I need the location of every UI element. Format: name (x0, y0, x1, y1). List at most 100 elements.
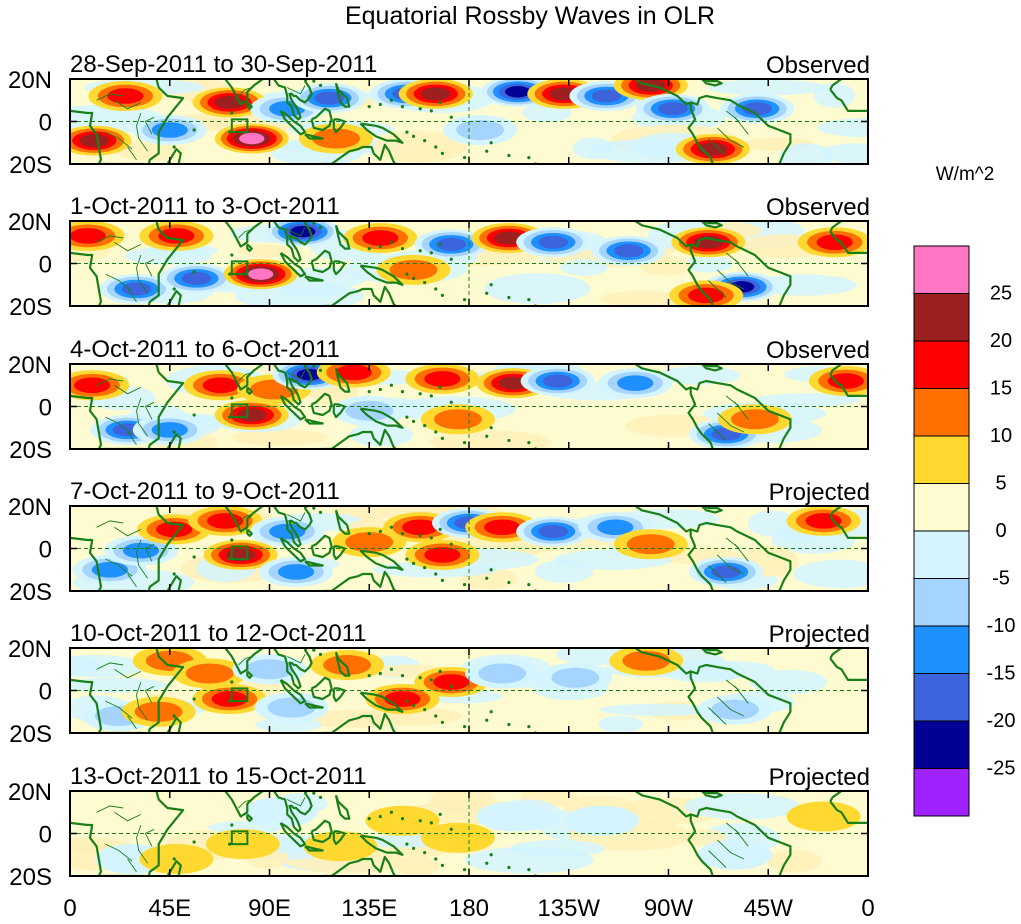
coastline (246, 670, 253, 679)
lon-label: 90W (644, 895, 694, 922)
colorbar-swatch (913, 673, 970, 722)
island-marker (318, 368, 323, 372)
coastline (310, 819, 333, 844)
coastline (634, 791, 792, 876)
island-marker (367, 817, 371, 821)
river-border-line (708, 850, 727, 868)
river-border-line (287, 85, 306, 95)
island-marker (462, 156, 467, 160)
island-marker (423, 566, 427, 570)
coastline (70, 791, 185, 876)
island-marker (411, 276, 416, 280)
coastline (304, 560, 324, 567)
lon-label: 135E (341, 895, 397, 922)
coastline (701, 79, 723, 87)
coastline (634, 506, 792, 591)
island-marker (192, 413, 196, 417)
island-marker (312, 506, 316, 510)
island-marker (418, 249, 422, 253)
island-marker (438, 812, 442, 816)
island-marker (230, 538, 234, 542)
island-marker (389, 525, 394, 529)
island-marker (378, 529, 382, 534)
island-marker (411, 561, 416, 565)
coastline (829, 800, 868, 824)
coastline (310, 534, 333, 559)
lat-label: 20S (9, 579, 52, 606)
anomaly-contour (597, 519, 634, 536)
anomaly-texture-blob (349, 422, 414, 447)
coastline (332, 687, 346, 703)
colorbar-swatch (913, 483, 970, 532)
river-border-line (127, 858, 137, 873)
coastline (246, 386, 253, 395)
anomaly-texture-blob (396, 855, 440, 876)
island-marker (411, 419, 416, 423)
panel-date-range: 1-Oct-2011 to 3-Oct-2011 (70, 193, 340, 220)
coastline (701, 648, 723, 656)
anomaly-contour (542, 374, 573, 388)
island-marker (411, 134, 416, 138)
island-marker (312, 791, 316, 795)
coastline (304, 133, 324, 140)
coastline (304, 845, 324, 852)
island-marker (462, 298, 467, 302)
anomaly-texture-blob (684, 255, 733, 273)
coastline (166, 148, 182, 164)
river-border-line (238, 656, 252, 666)
anomaly-contour (345, 532, 394, 553)
island-marker (440, 863, 444, 867)
anomaly-contour (303, 831, 378, 862)
anomaly-contour (551, 667, 600, 688)
anomaly-contour (70, 228, 106, 244)
river-border-line (114, 99, 142, 110)
lat-label: 0 (39, 110, 52, 137)
river-border-line (287, 227, 306, 237)
island-marker (400, 247, 405, 251)
island-marker (489, 141, 493, 145)
river-border-line (105, 273, 133, 292)
panel-date-range: 13-Oct-2011 to 15-Oct-2011 (70, 763, 367, 790)
coastline (279, 821, 307, 848)
coastline (634, 79, 792, 164)
anomaly-contour (323, 655, 371, 675)
colorbar-label: -5 (992, 568, 1010, 590)
island-marker (527, 298, 531, 302)
island-marker (507, 580, 511, 585)
anomaly-texture-blob (70, 677, 168, 693)
colorbar-swatch (913, 768, 970, 817)
island-marker (400, 674, 405, 678)
river-border-line (144, 828, 155, 847)
river-border-line (144, 401, 155, 420)
island-marker (367, 105, 371, 109)
coastline (70, 221, 185, 306)
coastline (332, 830, 346, 846)
coastline (332, 260, 346, 276)
island-marker (405, 842, 409, 846)
panel-status: Projected (769, 764, 870, 791)
coastline (829, 657, 868, 681)
river-border-line (708, 423, 727, 441)
island-marker (228, 699, 232, 703)
island-marker (172, 572, 176, 576)
coastline (246, 813, 253, 822)
coastline (359, 122, 404, 144)
coastline (332, 545, 346, 561)
island-marker (318, 795, 323, 799)
river-border-line (725, 822, 740, 834)
island-marker (440, 436, 444, 440)
island-marker (438, 527, 442, 531)
island-marker (449, 400, 453, 404)
anomaly-texture-blob (572, 137, 614, 160)
coastline (829, 88, 868, 112)
island-marker (230, 823, 234, 827)
coastline (70, 648, 185, 733)
anomaly-texture-blob (778, 143, 834, 164)
anomaly-contour (236, 408, 267, 422)
island-marker (418, 819, 422, 823)
island-marker (418, 676, 422, 680)
island-marker (230, 111, 234, 115)
river-border-line (238, 799, 252, 809)
anomaly-contour (456, 120, 504, 140)
island-marker (434, 287, 438, 291)
